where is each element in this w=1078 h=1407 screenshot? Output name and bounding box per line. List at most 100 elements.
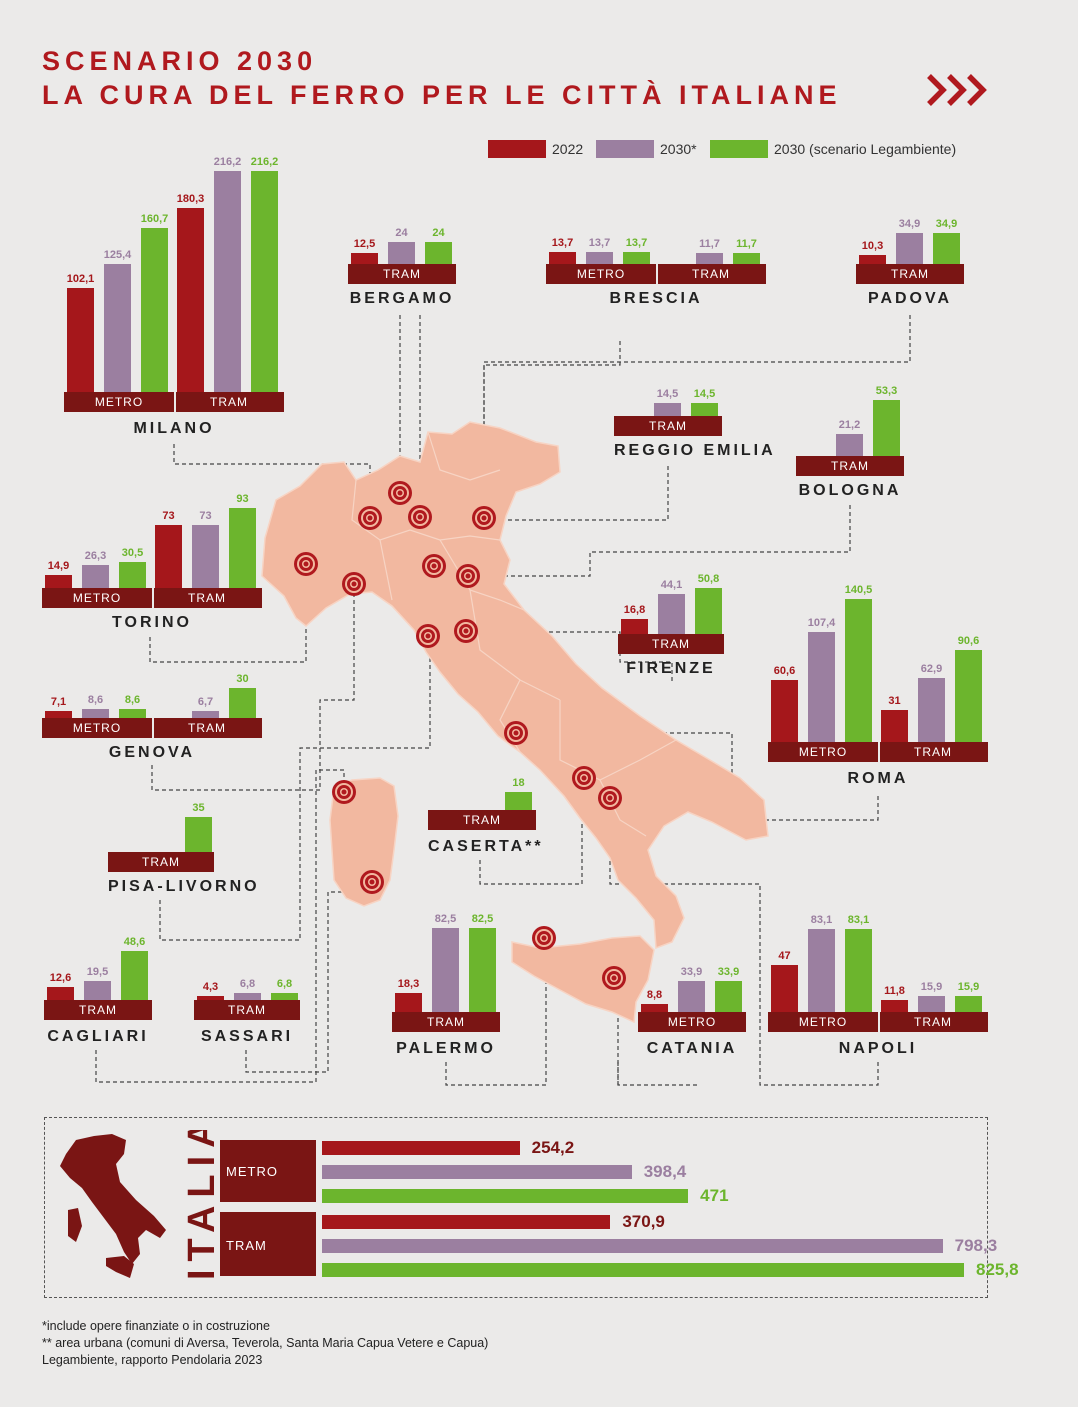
city-marker-icon — [504, 721, 528, 745]
bar-torino-tram-2 — [229, 508, 256, 588]
value-label: 53,3 — [875, 385, 898, 398]
band-divider — [878, 742, 880, 762]
mode-label: TRAM — [831, 459, 869, 473]
footnote-1: *include opere finanziate o in costruzio… — [42, 1319, 270, 1333]
city-name: PALERMO — [396, 1040, 496, 1057]
footnote-3: Legambiente, rapporto Pendolaria 2023 — [42, 1353, 263, 1367]
value-label: 50,8 — [697, 573, 720, 586]
city-marker-icon — [332, 780, 356, 804]
connector-caserta — [479, 778, 583, 885]
value-label: 90,6 — [957, 634, 980, 647]
italia-bar-metro-2 — [322, 1189, 689, 1203]
value-label: 21,2 — [838, 418, 861, 431]
mode-label: METRO — [667, 1015, 717, 1029]
chevrons-icon — [927, 74, 987, 106]
bar-catania-metro-2 — [715, 981, 742, 1012]
italia-summary-box — [44, 1117, 988, 1298]
value-label: 62,9 — [920, 662, 943, 675]
italia-value-label: 254,2 — [531, 1138, 575, 1157]
legend-label: 2022 — [552, 141, 584, 157]
value-label: 102,1 — [66, 272, 95, 285]
mode-label: TRAM — [649, 419, 687, 433]
italia-value-label: 370,9 — [622, 1212, 665, 1231]
value-label: 216,2 — [213, 156, 242, 169]
mode-band: TRAM — [392, 1012, 500, 1032]
legend-swatch — [710, 140, 768, 158]
city-name: BERGAMO — [349, 290, 455, 307]
value-label: 140,5 — [844, 583, 873, 596]
mode-band: TRAM — [614, 416, 722, 436]
bar-milano-tram-1 — [214, 171, 241, 392]
bar-bologna-tram-2 — [873, 400, 900, 456]
bar-reggioemilia-tram-2 — [691, 402, 718, 416]
italia-value-label: 471 — [700, 1186, 729, 1205]
value-label: 4,3 — [202, 980, 219, 993]
value-label: 18 — [512, 777, 525, 789]
mode-label: TRAM — [383, 267, 421, 281]
value-label: 93 — [236, 493, 249, 506]
mode-band: METRO — [64, 392, 174, 412]
mode-band: METRO — [546, 264, 656, 284]
mode-band: TRAM — [108, 852, 214, 872]
value-label: 83,1 — [847, 913, 870, 926]
value-label: 216,2 — [250, 156, 279, 169]
connector-cagliari — [95, 769, 345, 1083]
mode-band: METRO — [768, 742, 878, 762]
connector-pisa — [159, 636, 431, 941]
sicily-shape — [511, 935, 655, 1024]
bar-roma-tram-1 — [918, 677, 945, 742]
bar-brescia-metro-0 — [549, 251, 576, 264]
city-name: REGGIO EMILIA — [614, 442, 776, 459]
mode-band: TRAM — [878, 742, 988, 762]
value-label: 14,5 — [693, 387, 716, 400]
value-label: 24 — [432, 227, 445, 240]
bar-cagliari-tram-1 — [84, 980, 111, 1000]
bar-napoli-tram-0 — [881, 1000, 908, 1012]
bar-palermo-tram-0 — [395, 993, 422, 1012]
value-label: 47 — [778, 950, 791, 962]
italia-bar-tram-0 — [322, 1215, 611, 1229]
bar-firenze-tram-1 — [658, 594, 685, 634]
mode-label: METRO — [798, 745, 848, 759]
bar-catania-metro-0 — [641, 1004, 668, 1012]
bar-padova-tram-0 — [859, 254, 886, 264]
value-label: 6,8 — [276, 978, 293, 991]
bar-sassari-tram-2 — [271, 993, 298, 1000]
title-line-2: LA CURA DEL FERRO PER LE CITTÀ ITALIANE — [42, 80, 842, 110]
value-label: 73 — [199, 510, 212, 523]
bar-bergamo-tram-2 — [425, 242, 452, 264]
bar-bergamo-tram-0 — [351, 252, 378, 264]
bar-milano-tram-2 — [251, 171, 278, 392]
bar-napoli-tram-2 — [955, 996, 982, 1012]
bar-napoli-metro-2 — [845, 928, 872, 1012]
mode-label: TRAM — [228, 1003, 266, 1017]
value-label: 13,7 — [588, 236, 611, 249]
mode-label: TRAM — [188, 721, 226, 735]
connector-bologna — [470, 505, 851, 577]
city-name: TORINO — [112, 614, 192, 631]
legend-swatch — [488, 140, 546, 158]
city-marker-icon — [360, 870, 384, 894]
italia-bar-tram-2 — [322, 1263, 964, 1277]
city-marker-icon — [454, 619, 478, 643]
italy-silhouette-icon — [60, 1134, 166, 1278]
mode-label: TRAM — [210, 395, 248, 409]
bar-palermo-tram-2 — [469, 927, 496, 1012]
bar-padova-tram-1 — [896, 232, 923, 264]
value-label: 10,3 — [861, 239, 884, 252]
mode-band: TRAM — [194, 1000, 300, 1020]
value-label: 18,3 — [397, 978, 420, 991]
connector-palermo — [445, 938, 547, 1086]
value-label: 107,4 — [807, 617, 836, 630]
value-label: 35 — [192, 802, 205, 814]
value-label: 34,9 — [935, 217, 958, 230]
city-markers — [294, 481, 626, 990]
italia-metro-label: METRO — [226, 1164, 278, 1179]
italia-label: ITALIA — [181, 1130, 223, 1280]
city-marker-icon — [472, 506, 496, 530]
value-label: 13,7 — [625, 236, 648, 249]
value-label: 31 — [888, 695, 901, 708]
bar-palermo-tram-1 — [432, 927, 459, 1012]
value-label: 19,5 — [86, 965, 109, 978]
bar-sassari-tram-0 — [197, 995, 224, 1000]
